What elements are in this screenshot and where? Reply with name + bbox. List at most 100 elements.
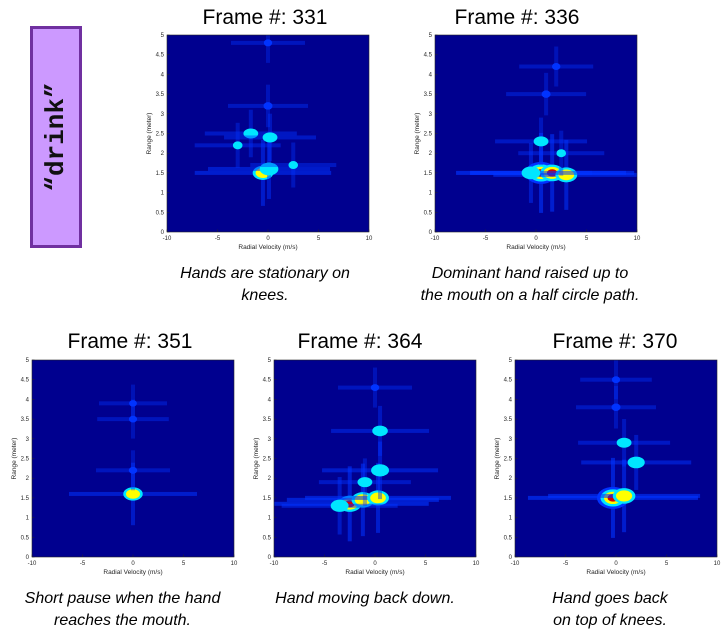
x-tick-label: -10 <box>270 561 279 567</box>
x-tick-label: 5 <box>317 236 321 242</box>
caption-336-line2: the mouth on a half circle path. <box>420 287 640 304</box>
y-tick-label: 0 <box>268 555 272 561</box>
y-tick-label: 1 <box>161 191 165 197</box>
x-tick-label: 10 <box>366 236 373 242</box>
x-tick-label: -10 <box>163 236 172 242</box>
y-tick-label: 1.5 <box>156 171 165 177</box>
y-tick-label: 3 <box>26 437 30 443</box>
x-tick-label: 0 <box>266 236 270 242</box>
x-axis-label: Radial Velocity (m/s) <box>506 244 565 251</box>
hotspot-3-level-1 <box>330 499 349 512</box>
y-tick-label: 3 <box>268 437 272 443</box>
y-axis-label: Range (meter) <box>414 113 421 155</box>
heatmap-panel-370: 0 0.5 1 1.5 2 2.5 3 3.5 4 4.5 5 -10 -5 0 5 10 Radial Vel… <box>494 358 721 576</box>
caption-331-line2: knees. <box>241 287 289 304</box>
y-tick-label: 0 <box>26 555 30 561</box>
hotspot-7-core <box>263 39 273 47</box>
hotspot-2-level-1 <box>627 456 645 469</box>
hotspot-0-level-2 <box>126 489 140 499</box>
y-tick-label: 5 <box>509 358 513 364</box>
caption-370-line2: on top of knees. <box>553 612 667 629</box>
x-tick-label: 10 <box>473 561 480 567</box>
y-tick-label: 4.5 <box>424 53 433 59</box>
y-tick-label: 0.5 <box>424 210 433 216</box>
y-tick-label: 2 <box>26 476 30 482</box>
y-tick-label: 0.5 <box>21 535 30 541</box>
x-tick-label: 0 <box>373 561 377 567</box>
hotspot-6-core <box>263 102 273 110</box>
hotspot-3-level-1 <box>521 166 541 180</box>
x-axis-label: Radial Velocity (m/s) <box>586 569 645 576</box>
hotspot-3-core <box>264 133 276 142</box>
hotspot-4-level-1 <box>371 464 390 477</box>
x-tick-label: -5 <box>215 236 221 242</box>
caption-351-line2: reaches the mouth. <box>54 612 191 629</box>
hotspot-2-core <box>128 415 138 423</box>
x-tick-label: -10 <box>28 561 37 567</box>
y-tick-label: 4 <box>161 72 165 78</box>
heatmap-panel-336: 0 0.5 1 1.5 2 2.5 3 3.5 4 4.5 5 -10 -5 0 5 10 Radial Vel… <box>414 33 641 251</box>
y-tick-label: 1 <box>268 516 272 522</box>
x-tick-label: 10 <box>231 561 238 567</box>
y-tick-label: 0 <box>429 230 433 236</box>
hotspot-2-level-2 <box>370 492 386 504</box>
caption-364: Hand moving back down. <box>245 588 485 610</box>
hotspot-7-core <box>370 384 380 392</box>
hotspot-4-core <box>535 137 547 146</box>
y-tick-label: 5 <box>161 33 165 39</box>
y-tick-label: 0 <box>161 230 165 236</box>
x-tick-label: 5 <box>665 561 669 567</box>
hotspot-3-core <box>618 438 630 447</box>
y-tick-label: 1 <box>26 516 30 522</box>
hotspot-1-level-2 <box>615 490 633 502</box>
y-tick-label: 4.5 <box>21 378 30 384</box>
y-tick-label: 2.5 <box>263 457 272 463</box>
plot-background <box>274 360 476 557</box>
hotspot-2-core <box>245 129 256 138</box>
x-tick-label: -10 <box>511 561 520 567</box>
x-tick-label: 0 <box>534 236 538 242</box>
caption-370: Hand goes back on top of knees. <box>495 588 725 632</box>
hotspot-5-core <box>288 161 299 170</box>
y-axis-label: Range (meter) <box>253 438 260 480</box>
y-tick-label: 1 <box>429 191 433 197</box>
x-tick-label: -5 <box>483 236 489 242</box>
hotspot-range-streak <box>266 35 270 63</box>
hotspot-3-core <box>129 400 137 407</box>
y-axis-label: Range (meter) <box>494 438 501 480</box>
x-tick-label: -5 <box>80 561 86 567</box>
x-tick-label: -5 <box>322 561 328 567</box>
hotspot-4-core <box>611 403 621 412</box>
y-tick-label: 4 <box>429 72 433 78</box>
hotspot-4-core <box>232 141 243 150</box>
y-axis-label: Range (meter) <box>11 438 18 480</box>
y-tick-label: 5 <box>268 358 272 364</box>
caption-336-line1: Dominant hand raised up to <box>431 265 629 282</box>
y-tick-label: 3.5 <box>263 417 272 423</box>
x-tick-label: 0 <box>131 561 135 567</box>
y-tick-label: 3.5 <box>21 417 30 423</box>
y-tick-label: 5 <box>429 33 433 39</box>
y-tick-label: 3.5 <box>504 417 513 423</box>
caption-351-line1: Short pause when the hand <box>24 590 221 607</box>
hotspot-6-core <box>541 90 551 98</box>
y-tick-label: 0.5 <box>504 535 513 541</box>
y-tick-label: 0 <box>509 555 513 561</box>
y-tick-label: 0.5 <box>263 535 272 541</box>
y-tick-label: 3 <box>509 437 513 443</box>
x-tick-label: 10 <box>714 561 721 567</box>
y-tick-label: 2 <box>268 476 272 482</box>
x-tick-label: -5 <box>563 561 569 567</box>
frame-title-331: Frame #: 331 <box>202 6 328 29</box>
hotspot-5-level-1 <box>372 425 388 437</box>
caption-336: Dominant hand raised up to the mouth on … <box>390 263 670 307</box>
x-tick-label: 5 <box>585 236 589 242</box>
caption-331: Hands are stationary on knees. <box>140 263 390 307</box>
caption-351: Short pause when the hand reaches the mo… <box>0 588 245 632</box>
y-tick-label: 2 <box>161 151 165 157</box>
y-tick-label: 0.5 <box>156 210 165 216</box>
hotspot-6-core <box>359 477 370 487</box>
y-axis-label: Range (meter) <box>146 113 153 155</box>
plot-background <box>32 360 234 557</box>
x-axis-label: Radial Velocity (m/s) <box>238 244 297 251</box>
